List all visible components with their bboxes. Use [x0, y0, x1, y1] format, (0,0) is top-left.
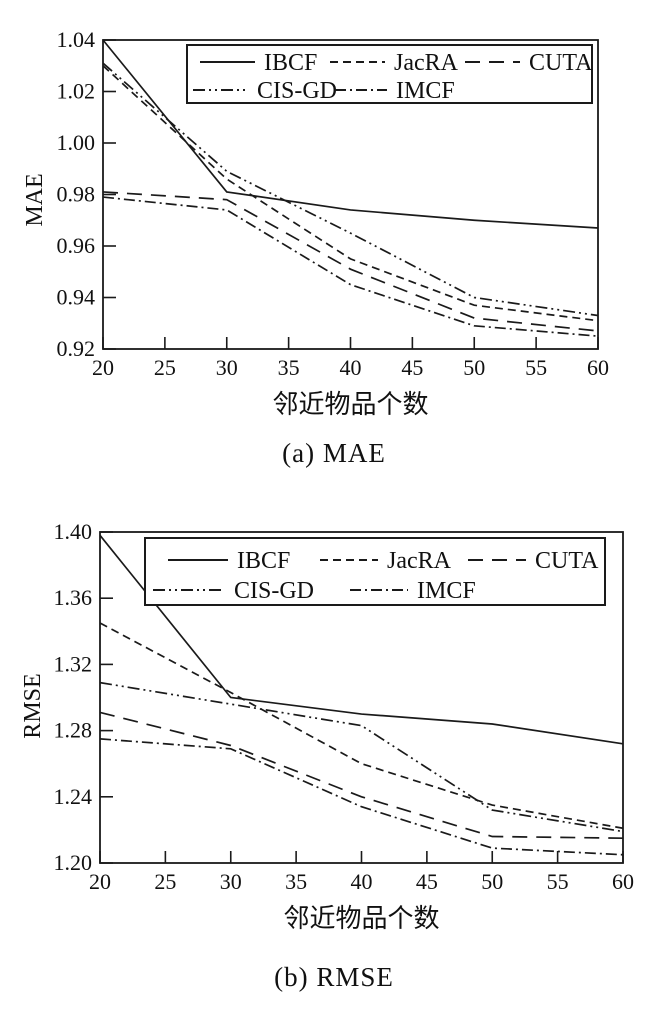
chart-caption-b: (b) RMSE — [0, 962, 668, 993]
x-tick-label: 55 — [547, 869, 569, 894]
series-line-ibcf — [99, 534, 624, 745]
x-tick-label: 45 — [401, 355, 423, 380]
x-tick-label: 25 — [154, 355, 176, 380]
y-axis-label: MAE — [22, 173, 48, 226]
rmse-chart-block: 20 25 30 35 40 45 50 55 60 1.20 1.24 1.28 1.32 1.36 1.… — [0, 500, 668, 1032]
series-line-imcf — [99, 738, 624, 856]
y-tick-label: 0.94 — [57, 285, 96, 310]
x-tick-label: 40 — [351, 869, 373, 894]
legend-label-cuta: CUTA — [535, 548, 599, 574]
y-tick-label: 0.96 — [57, 233, 96, 258]
legend-label-jacra: JacRA — [387, 548, 452, 574]
chart-caption-b-text: (b) RMSE — [274, 962, 394, 992]
legend-label-jacra: JacRA — [394, 50, 459, 76]
series-line-cuta — [99, 711, 624, 840]
y-tick-label: 1.24 — [54, 784, 93, 809]
legend-label-ibcf: IBCF — [264, 50, 317, 76]
rmse-chart-svg: 20 25 30 35 40 45 50 55 60 1.20 1.24 1.28 1.32 1.36 1.… — [20, 519, 634, 933]
y-axis-label: RMSE — [20, 673, 46, 738]
y-tick-label: 1.00 — [57, 130, 96, 155]
legend-box — [186, 44, 593, 104]
y-tick-label: 1.28 — [54, 718, 93, 743]
x-tick-label: 45 — [416, 869, 438, 894]
x-tick-label: 20 — [92, 355, 114, 380]
series-line-cis-gd — [99, 681, 624, 833]
mae-chart-svg: 20 25 30 35 40 45 50 55 60 0.92 0.94 0.96 0.98 1.00 1.… — [22, 27, 609, 419]
x-tick-label: 50 — [481, 869, 503, 894]
x-tick-label: 55 — [525, 355, 547, 380]
x-tick-label: 60 — [612, 869, 634, 894]
x-tick-label: 25 — [154, 869, 176, 894]
x-axis-label: 邻近物品个数 — [283, 904, 439, 933]
legend-label-cis-gd: CIS-GD — [234, 578, 314, 604]
x-tick-label: 30 — [220, 869, 242, 894]
x-tick-label: 35 — [285, 869, 307, 894]
y-tick-label: 1.32 — [54, 651, 93, 676]
x-tick-label: 20 — [89, 869, 111, 894]
y-tick-label: 1.02 — [57, 79, 96, 104]
x-tick-label: 50 — [463, 355, 485, 380]
y-tick-label: 1.36 — [54, 585, 93, 610]
x-tick-label: 35 — [278, 355, 300, 380]
legend-box — [144, 537, 606, 606]
x-tick-label: 30 — [216, 355, 238, 380]
chart-caption-a-text: (a) MAE — [282, 438, 386, 468]
series-line-jacra — [102, 65, 599, 322]
legend-label-imcf: IMCF — [417, 578, 476, 604]
y-tick-label: 1.40 — [54, 519, 93, 544]
legend-label-cis-gd: CIS-GD — [257, 78, 337, 104]
y-tick-label: 1.04 — [57, 27, 96, 52]
series-line-cuta — [102, 191, 599, 332]
y-tick-label: 0.98 — [57, 182, 96, 207]
series-line-cis-gd — [102, 62, 599, 317]
series-line-imcf — [102, 196, 599, 337]
series-line-jacra — [99, 622, 624, 830]
legend-label-imcf: IMCF — [396, 78, 455, 104]
y-tick-label: 0.92 — [57, 336, 96, 361]
legend-label-ibcf: IBCF — [237, 548, 290, 574]
x-tick-label: 40 — [340, 355, 362, 380]
legend-label-cuta: CUTA — [529, 50, 593, 76]
x-tick-label: 60 — [587, 355, 609, 380]
y-tick-label: 1.20 — [54, 850, 93, 875]
x-axis-label: 邻近物品个数 — [272, 390, 428, 419]
mae-chart-block: 20 25 30 35 40 45 50 55 60 0.92 0.94 0.96 0.98 1.00 1.… — [0, 0, 668, 500]
chart-caption-a: (a) MAE — [0, 438, 668, 469]
